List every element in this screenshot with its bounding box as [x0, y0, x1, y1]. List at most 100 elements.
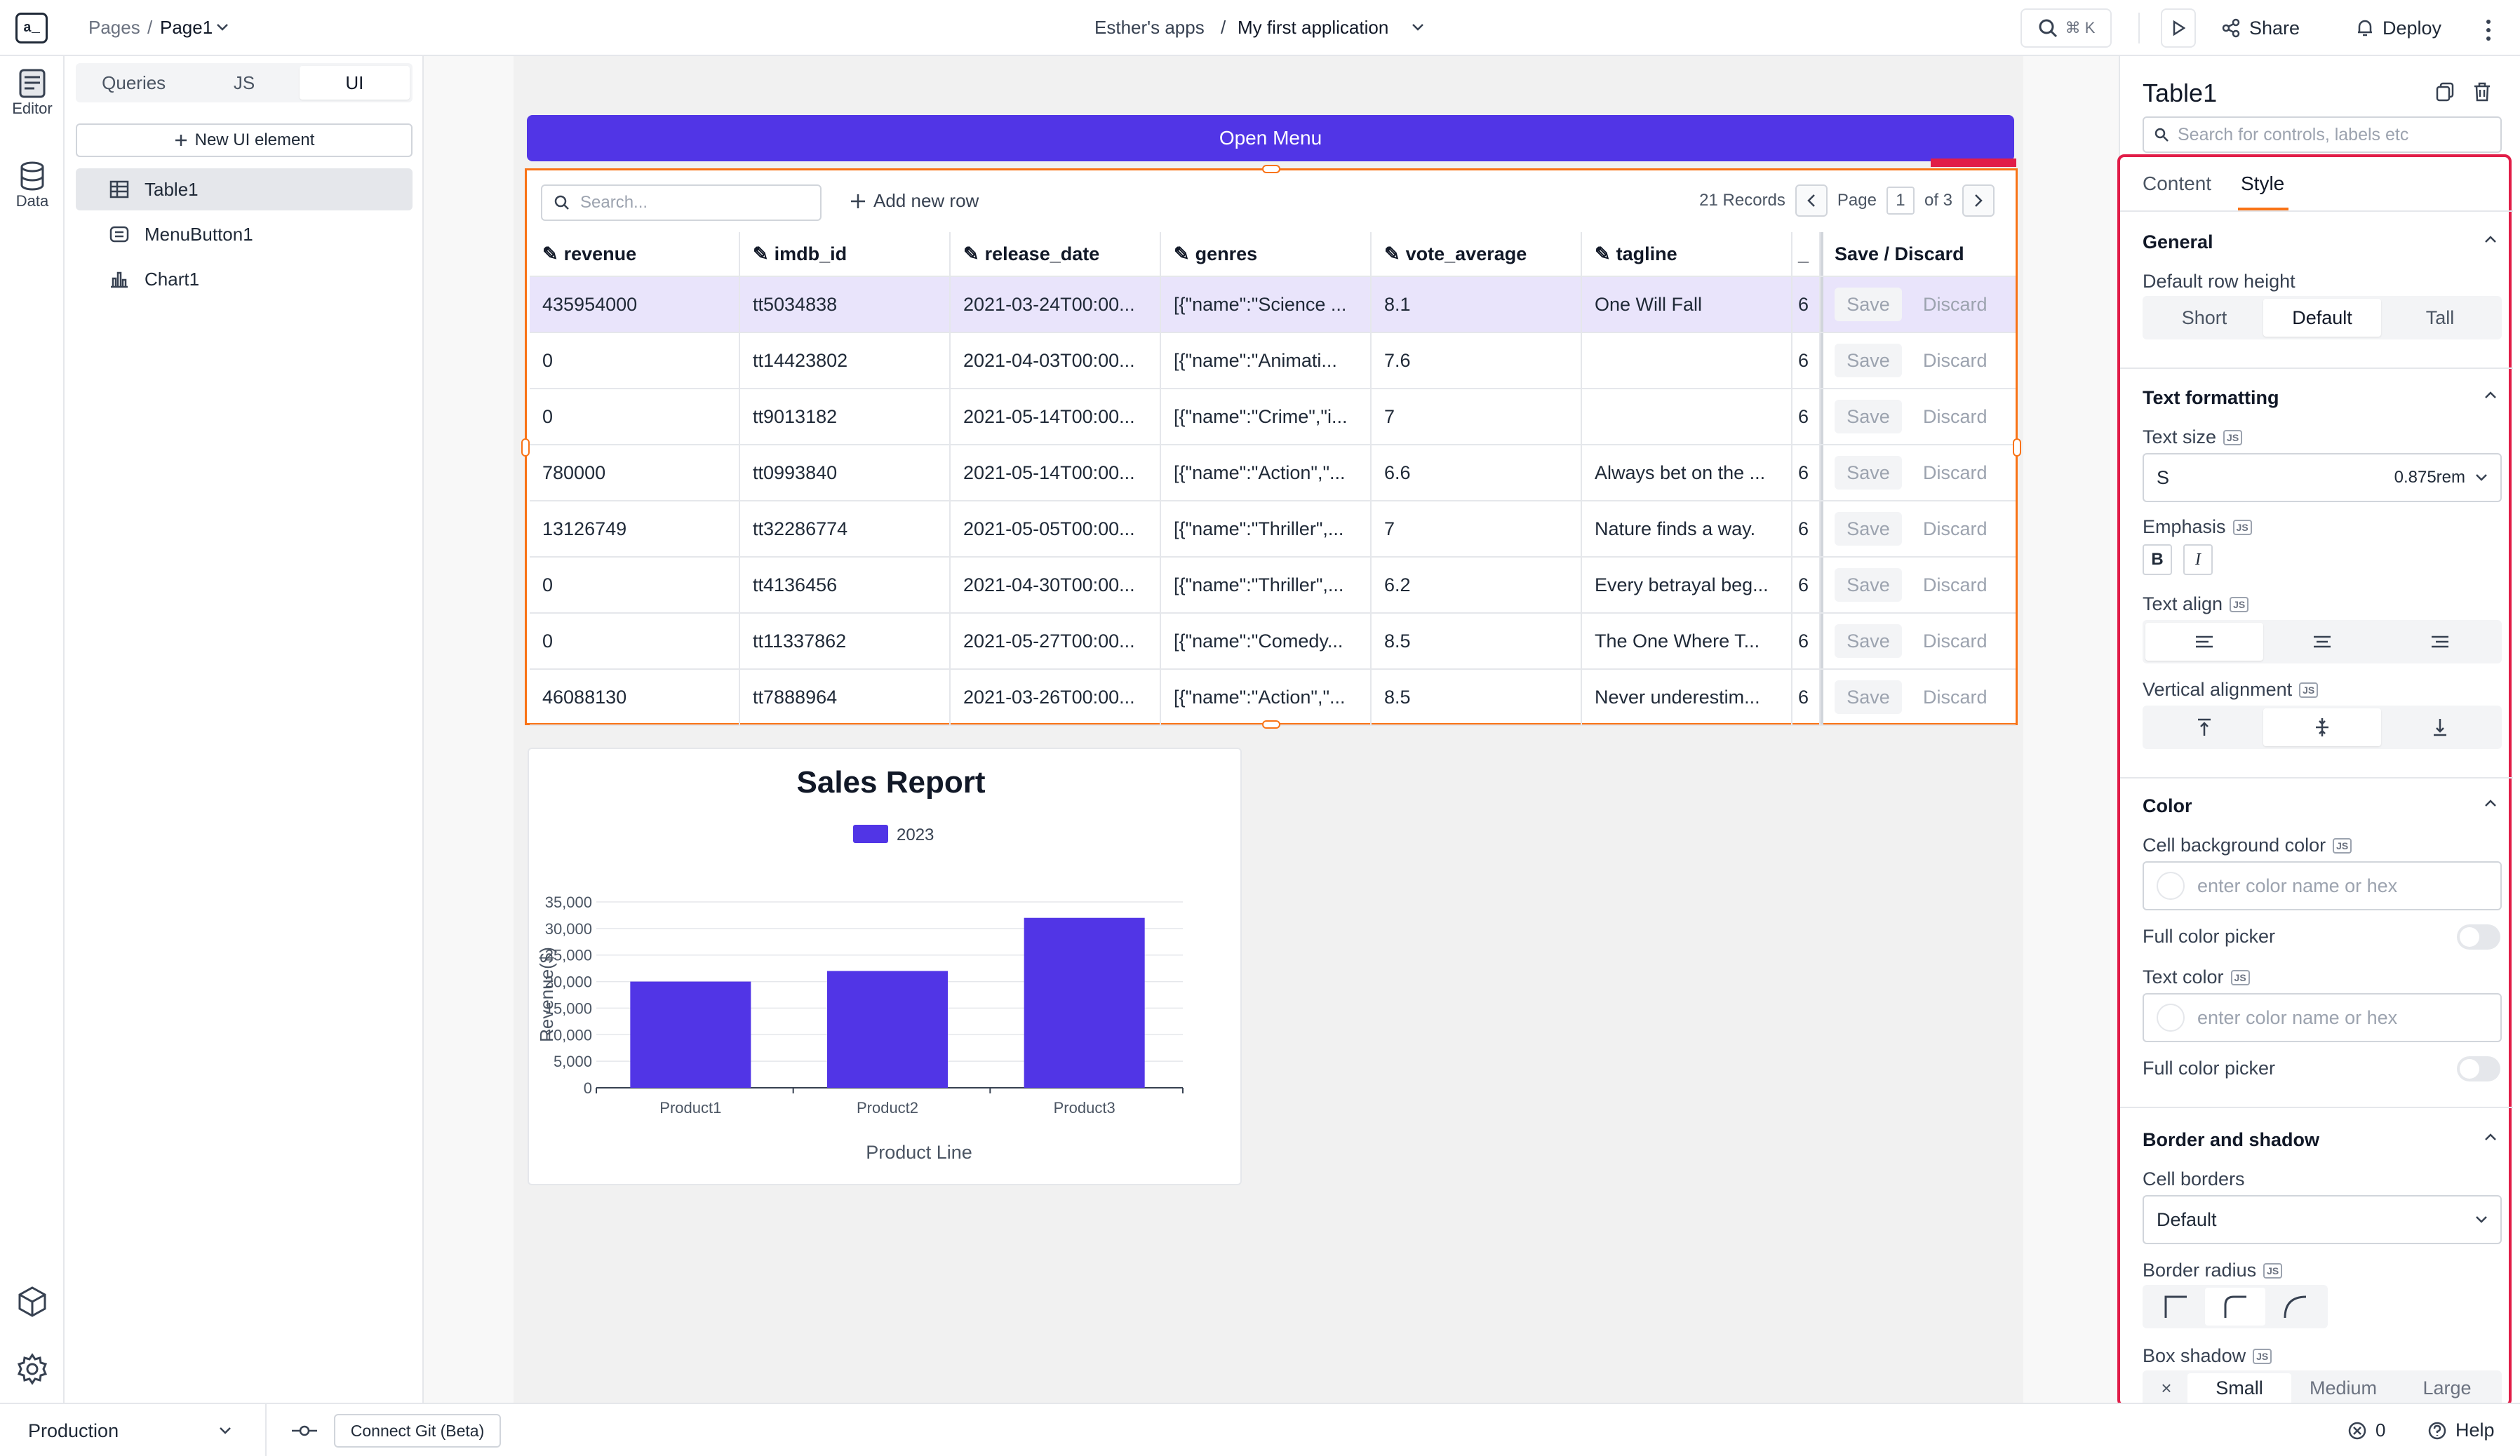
- column-header[interactable]: ✎ vote_average: [1372, 232, 1582, 276]
- save-button[interactable]: Save: [1835, 400, 1902, 433]
- align-left-option[interactable]: [2145, 623, 2263, 661]
- section-border-title[interactable]: Border and shadow: [2143, 1129, 2320, 1150]
- table-cell[interactable]: 0: [530, 558, 740, 612]
- table-cell[interactable]: 2021-05-14T00:00...: [951, 389, 1161, 444]
- save-button[interactable]: Save: [1835, 344, 1902, 377]
- environment-select[interactable]: Production: [28, 1415, 232, 1446]
- table-cell[interactable]: 0: [530, 614, 740, 668]
- table-cell[interactable]: 8.5: [1372, 670, 1582, 724]
- bold-toggle[interactable]: B: [2143, 544, 2172, 575]
- table-cell[interactable]: 2021-05-27T00:00...: [951, 614, 1161, 668]
- table-cell[interactable]: 0: [530, 333, 740, 388]
- table-cell[interactable]: tt0993840: [740, 445, 951, 500]
- table-cell[interactable]: 2021-04-03T00:00...: [951, 333, 1161, 388]
- table-cell[interactable]: 2021-05-05T00:00...: [951, 501, 1161, 556]
- tab-content[interactable]: Content: [2143, 173, 2212, 194]
- tree-item-menubutton1[interactable]: MenuButton1: [76, 213, 413, 255]
- table-row[interactable]: 435954000 tt5034838 2021-03-24T00:00... [{"…: [530, 277, 2016, 333]
- section-color-title[interactable]: Color: [2143, 795, 2192, 816]
- table-cell[interactable]: 46088130: [530, 670, 740, 724]
- breadcrumb-page[interactable]: Page1: [160, 17, 213, 38]
- table-cell[interactable]: 0: [530, 389, 740, 444]
- chevron-down-icon[interactable]: [216, 22, 229, 32]
- table-cell[interactable]: 6: [1792, 614, 1821, 668]
- preview-button[interactable]: [2161, 8, 2196, 48]
- table-cell[interactable]: 7.6: [1372, 333, 1582, 388]
- page-number-input[interactable]: 1: [1886, 187, 1915, 215]
- table-cell[interactable]: 13126749: [530, 501, 740, 556]
- table-cell[interactable]: tt32286774: [740, 501, 951, 556]
- table-cell[interactable]: tt4136456: [740, 558, 951, 612]
- row-height-tall[interactable]: Tall: [2425, 306, 2455, 328]
- resize-handle[interactable]: [1262, 720, 1280, 729]
- tab-queries[interactable]: Queries: [102, 72, 166, 93]
- open-menu-button[interactable]: Open Menu: [527, 115, 2014, 161]
- table-cell[interactable]: Always bet on the ...: [1582, 445, 1792, 500]
- add-new-row-button[interactable]: Add new row: [850, 190, 979, 212]
- radius-large-option[interactable]: [2265, 1288, 2325, 1326]
- js-toggle[interactable]: JS: [2223, 429, 2243, 445]
- align-center-option[interactable]: [2263, 623, 2381, 661]
- rail-data[interactable]: Data: [0, 160, 65, 210]
- valign-bottom-option[interactable]: [2381, 708, 2499, 746]
- share-button[interactable]: Share: [2221, 13, 2300, 43]
- resize-handle[interactable]: [1262, 165, 1280, 173]
- tab-js[interactable]: JS: [233, 72, 255, 93]
- next-page-button[interactable]: [1962, 184, 1995, 217]
- gear-icon[interactable]: [15, 1352, 49, 1386]
- table-cell[interactable]: [1582, 389, 1792, 444]
- table-cell[interactable]: 6: [1792, 277, 1821, 332]
- table-cell[interactable]: Every betrayal beg...: [1582, 558, 1792, 612]
- table-row[interactable]: 0 tt11337862 2021-05-27T00:00... [{"name":"…: [530, 614, 2016, 670]
- table-cell[interactable]: 2021-05-14T00:00...: [951, 445, 1161, 500]
- table-cell[interactable]: 7: [1372, 501, 1582, 556]
- discard-button[interactable]: Discard: [1923, 405, 1988, 427]
- discard-button[interactable]: Discard: [1923, 293, 1988, 315]
- table-cell[interactable]: [{"name":"Science ...: [1161, 277, 1372, 332]
- table-cell[interactable]: 6: [1792, 333, 1821, 388]
- text-size-select[interactable]: S 0.875rem: [2143, 453, 2502, 502]
- shadow-large-option[interactable]: Large: [2422, 1377, 2472, 1398]
- chevron-up-icon[interactable]: [2484, 1132, 2498, 1142]
- table-row[interactable]: 13126749 tt32286774 2021-05-05T00:00... [{"…: [530, 501, 2016, 558]
- text-color-input[interactable]: enter color name or hex: [2143, 993, 2502, 1042]
- discard-button[interactable]: Discard: [1923, 630, 1988, 652]
- discard-button[interactable]: Discard: [1923, 349, 1988, 371]
- table-cell[interactable]: 6.2: [1372, 558, 1582, 612]
- table-cell[interactable]: 8.1: [1372, 277, 1582, 332]
- cell-background-input[interactable]: enter color name or hex: [2143, 861, 2502, 910]
- table-cell[interactable]: 435954000: [530, 277, 740, 332]
- table-cell[interactable]: 6: [1792, 670, 1821, 724]
- table-cell[interactable]: 6.6: [1372, 445, 1582, 500]
- table-row[interactable]: 0 tt14423802 2021-04-03T00:00... [{"name":"…: [530, 333, 2016, 389]
- cube-icon[interactable]: [15, 1285, 49, 1319]
- tab-ui[interactable]: UI: [299, 66, 410, 100]
- chevron-up-icon[interactable]: [2484, 234, 2498, 244]
- js-toggle[interactable]: JS: [2299, 682, 2319, 698]
- js-toggle[interactable]: JS: [2253, 1348, 2272, 1364]
- tab-style[interactable]: Style: [2241, 173, 2285, 194]
- widget-name[interactable]: Table1: [2143, 79, 2218, 107]
- js-toggle[interactable]: JS: [2333, 837, 2352, 854]
- app-name[interactable]: My first application: [1238, 17, 1389, 38]
- table-cell[interactable]: [{"name":"Action","...: [1161, 670, 1372, 724]
- table-row[interactable]: 0 tt4136456 2021-04-30T00:00... [{"name":"T…: [530, 558, 2016, 614]
- valign-center-option[interactable]: [2263, 708, 2381, 746]
- js-toggle[interactable]: JS: [2230, 969, 2250, 985]
- js-toggle[interactable]: JS: [2263, 1262, 2283, 1279]
- table-row[interactable]: 0 tt9013182 2021-05-14T00:00... [{"name":"C…: [530, 389, 2016, 445]
- command-search-button[interactable]: ⌘ K: [2020, 8, 2112, 48]
- tree-item-table1[interactable]: Table1: [76, 168, 413, 210]
- section-text-formatting-title[interactable]: Text formatting: [2143, 387, 2279, 408]
- prev-page-button[interactable]: [1795, 184, 1828, 217]
- column-header[interactable]: ✎ release_date: [951, 232, 1161, 276]
- copy-icon[interactable]: [2434, 81, 2455, 102]
- table-cell[interactable]: 780000: [530, 445, 740, 500]
- shadow-small-option[interactable]: Small: [2187, 1373, 2291, 1403]
- new-ui-element-button[interactable]: New UI element: [76, 123, 413, 157]
- table-cell[interactable]: 6: [1792, 501, 1821, 556]
- column-header[interactable]: Save / Discard: [1821, 232, 2014, 276]
- trash-icon[interactable]: [2472, 81, 2492, 102]
- error-indicator[interactable]: 0: [2347, 1420, 2385, 1441]
- chevron-up-icon[interactable]: [2484, 798, 2498, 808]
